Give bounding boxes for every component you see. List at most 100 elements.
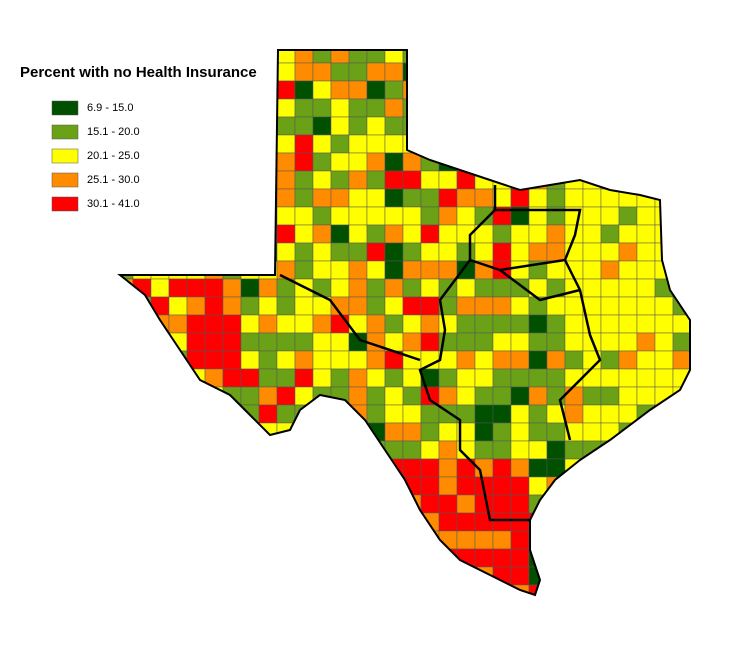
county (120, 224, 134, 244)
county (222, 206, 242, 226)
county (618, 368, 638, 388)
county (384, 62, 404, 82)
county (384, 152, 404, 172)
county (186, 296, 206, 316)
county (456, 314, 476, 334)
county (168, 170, 188, 190)
county (510, 386, 530, 406)
county (366, 494, 386, 514)
county (672, 116, 690, 136)
legend: 6.9 - 15.0 15.1 - 20.0 20.1 - 25.0 25.1 - 3… (51, 100, 140, 212)
county (348, 512, 368, 532)
county (474, 152, 494, 172)
county (150, 512, 170, 532)
county (654, 224, 674, 244)
county (330, 50, 350, 64)
county (312, 530, 332, 550)
county (120, 494, 134, 514)
county (691, 549, 709, 567)
county (654, 548, 674, 568)
county (691, 135, 709, 153)
county (366, 206, 386, 226)
county (654, 350, 674, 370)
county (384, 386, 404, 406)
county (618, 80, 638, 100)
county (204, 116, 224, 136)
county (654, 422, 674, 442)
county (654, 116, 674, 136)
county (330, 494, 350, 514)
county (600, 530, 620, 550)
county (618, 206, 638, 226)
county (276, 206, 296, 226)
county (691, 225, 709, 243)
county (168, 512, 188, 532)
legend-swatch (51, 172, 79, 188)
county (384, 278, 404, 298)
county (312, 260, 332, 280)
county (150, 50, 170, 64)
county (258, 98, 278, 118)
county (150, 548, 170, 568)
county (150, 116, 170, 136)
county (168, 296, 188, 316)
county (222, 314, 242, 334)
county (222, 260, 242, 280)
county (474, 50, 494, 64)
county (186, 50, 206, 64)
county (691, 369, 709, 387)
county (330, 422, 350, 442)
county (348, 296, 368, 316)
county (618, 50, 638, 64)
county (384, 548, 404, 568)
county (132, 98, 152, 118)
county (168, 422, 188, 442)
county (528, 314, 548, 334)
county (222, 98, 242, 118)
county (150, 458, 170, 478)
county (600, 80, 620, 100)
county (528, 386, 548, 406)
county (510, 134, 530, 154)
county (528, 530, 548, 550)
county (168, 152, 188, 172)
county (294, 422, 314, 442)
county (168, 368, 188, 388)
county (438, 566, 458, 586)
county (222, 332, 242, 352)
counties (120, 50, 709, 595)
county (691, 99, 709, 117)
county (438, 476, 458, 496)
county (510, 422, 530, 442)
county (348, 350, 368, 370)
county (600, 224, 620, 244)
county (582, 98, 602, 118)
county (384, 134, 404, 154)
county (294, 152, 314, 172)
county (150, 278, 170, 298)
county (150, 584, 170, 595)
county (132, 80, 152, 100)
county (384, 494, 404, 514)
county (168, 134, 188, 154)
county (600, 296, 620, 316)
county (402, 548, 422, 568)
county (312, 548, 332, 568)
county (510, 98, 530, 118)
county (564, 566, 584, 586)
county (312, 512, 332, 532)
county (474, 278, 494, 298)
county (168, 476, 188, 496)
county (294, 188, 314, 208)
county (600, 494, 620, 514)
county (240, 512, 260, 532)
county (492, 548, 512, 568)
county (402, 278, 422, 298)
county (546, 80, 566, 100)
county (384, 368, 404, 388)
county (168, 386, 188, 406)
county (672, 566, 690, 586)
county (222, 422, 242, 442)
county (222, 530, 242, 550)
